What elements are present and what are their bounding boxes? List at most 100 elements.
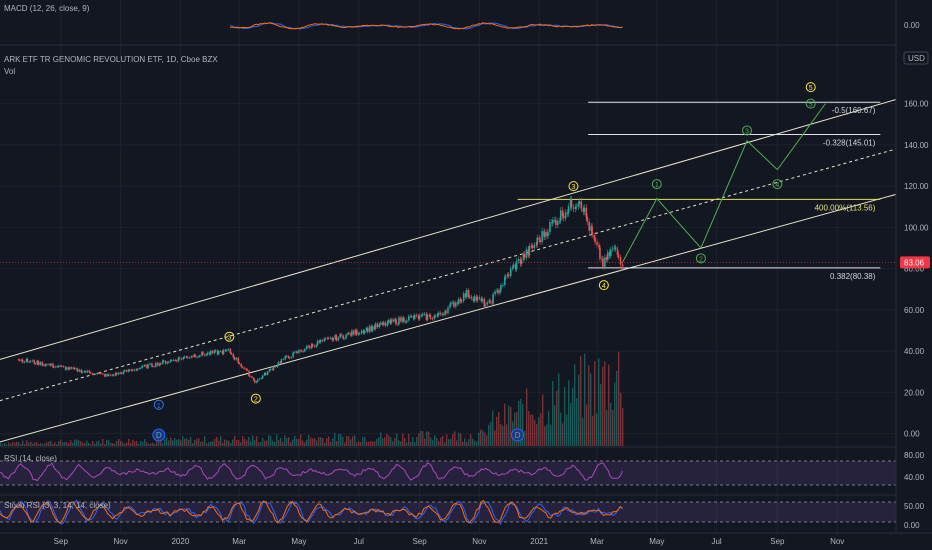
volume-bar <box>472 438 474 446</box>
volume-bar <box>260 442 262 446</box>
candle-body <box>245 368 247 370</box>
volume-bar <box>200 442 202 446</box>
candle-body <box>453 302 455 307</box>
candle-body <box>37 360 40 365</box>
candle-body <box>92 374 94 375</box>
volume-bar <box>130 442 132 446</box>
wave-label-text: 3 <box>572 184 576 191</box>
wave-label-circle <box>651 179 662 190</box>
volume-bar <box>122 442 124 446</box>
volume-bar <box>500 424 502 446</box>
candle-body <box>268 369 271 372</box>
candle-body <box>158 363 161 366</box>
y-tick-label: 40.00 <box>904 347 925 356</box>
wave-label-circle <box>805 98 816 109</box>
candle-body <box>362 330 365 334</box>
candle-body <box>566 212 569 214</box>
volume-bar <box>172 440 174 446</box>
volume-bar <box>452 434 454 446</box>
volume-bar <box>160 440 162 446</box>
rsi-pane: RSI (14, close) 80.00 40.00 <box>0 451 925 486</box>
volume-bar <box>100 443 102 446</box>
volume-bar <box>600 384 602 446</box>
candle-body <box>254 380 256 383</box>
candle-body <box>84 371 87 373</box>
x-tick-label: May <box>291 537 306 546</box>
currency-badge[interactable] <box>903 51 929 65</box>
rsi-tick-80: 80.00 <box>904 451 925 460</box>
volume-bar <box>352 436 354 446</box>
volume-bar <box>542 394 544 446</box>
volume-bar <box>258 442 260 446</box>
price-axis[interactable]: 0.00 20.00 40.00 60.00 80.00 100.00 120.00 140.… <box>904 100 929 439</box>
volume-bar <box>496 416 498 446</box>
volume-bar <box>240 442 242 446</box>
volume-bar <box>332 438 334 446</box>
candle-body <box>256 381 258 383</box>
candle-body <box>120 372 123 375</box>
time-axis[interactable]: Sep Nov 2020 Mar May Jul Sep Nov 2021 Mar May Jul Se… <box>54 537 845 546</box>
candle-body <box>128 369 131 371</box>
fib-level-label: 0.382(80.38) <box>830 272 876 281</box>
volume-bar <box>162 443 164 446</box>
volume-bar <box>468 439 470 446</box>
candle-body <box>420 315 423 316</box>
candle-body <box>147 364 149 369</box>
candle-body <box>394 319 396 322</box>
candle-body <box>80 369 83 373</box>
candle-body <box>572 207 575 209</box>
dividend-event-circle <box>152 428 166 442</box>
candle-body <box>279 362 282 364</box>
fib-level-label: 400.00%(113.56) <box>815 203 876 212</box>
candle-body <box>191 356 193 358</box>
candle-body <box>528 245 531 256</box>
volume-bar <box>108 440 110 446</box>
volume-bar <box>302 440 304 446</box>
volume-bar <box>120 440 122 446</box>
candle-body <box>588 221 590 231</box>
candle-body <box>398 317 400 324</box>
candle-body <box>390 319 392 324</box>
candle-body <box>439 312 441 315</box>
volume-bar <box>338 433 340 446</box>
candle-body <box>459 298 462 302</box>
volume-bar <box>456 440 458 446</box>
volume-bar <box>566 414 568 446</box>
regression-channel[interactable] <box>0 99 897 443</box>
volume-bar <box>370 441 372 446</box>
candle-body <box>316 340 319 345</box>
candle-body <box>418 315 421 320</box>
candle-body <box>174 360 177 361</box>
y-tick-label: 80.00 <box>904 265 925 274</box>
candle-body <box>444 311 446 315</box>
candle-body <box>472 298 475 301</box>
x-tick-label: Nov <box>830 537 844 546</box>
volume-bar <box>206 443 208 446</box>
fib-levels[interactable]: -0.5(160.67) -0.328(145.01) 400.00%(113.56… <box>517 101 881 281</box>
wave-label-text: 3 <box>227 335 231 342</box>
volume-bar <box>592 415 594 446</box>
candle-body <box>407 316 410 321</box>
candle-body <box>405 321 407 323</box>
volume-bar <box>470 434 472 446</box>
volume-bar <box>380 432 382 446</box>
volume-bar <box>320 436 322 446</box>
candle-body <box>296 351 298 353</box>
wave-label-text: 1 <box>655 182 659 189</box>
volume-bar <box>584 353 586 446</box>
candle-body <box>41 362 43 366</box>
volume-bar <box>478 432 480 446</box>
volume-bar <box>70 440 72 446</box>
volume-bar <box>546 424 548 446</box>
candle-body <box>569 199 572 207</box>
candle-body <box>319 340 322 343</box>
volume-bar <box>114 443 116 446</box>
volume-bar <box>292 439 294 446</box>
candle-body <box>146 364 148 369</box>
wave-projection[interactable] <box>622 103 826 263</box>
volume-bar <box>224 439 226 446</box>
candle-body <box>211 350 214 354</box>
volume-bar <box>448 439 450 446</box>
